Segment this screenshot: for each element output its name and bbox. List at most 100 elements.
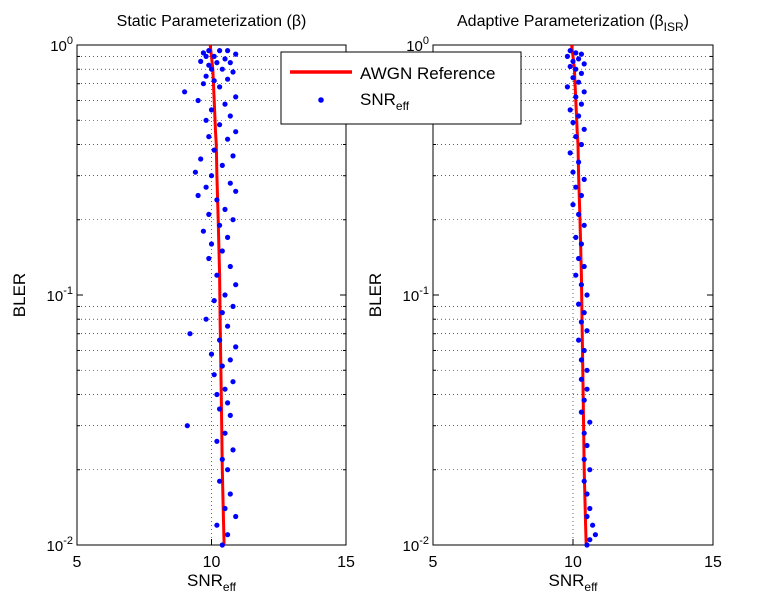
snr-eff-point (217, 48, 223, 54)
snr-eff-point (195, 97, 201, 104)
snr-eff-point (214, 438, 220, 444)
snr-eff-point (573, 134, 579, 140)
snr-eff-point (233, 188, 239, 194)
snr-eff-point (206, 48, 212, 54)
snr-eff-point (217, 337, 223, 343)
snr-eff-point (217, 122, 223, 128)
snr-eff-point (581, 222, 587, 228)
snr-eff-point (578, 409, 585, 415)
snr-eff-point (570, 169, 576, 175)
snr-eff-point (581, 310, 587, 316)
snr-eff-point (581, 430, 587, 436)
snr-eff-point (227, 60, 233, 66)
snr-eff-point (233, 129, 239, 135)
snr-eff-point (581, 176, 587, 182)
snr-eff-point (203, 316, 209, 322)
snr-eff-point (584, 513, 590, 520)
snr-eff-point (203, 73, 209, 79)
snr-eff-point (576, 211, 582, 217)
snr-eff-point (214, 272, 220, 278)
snr-eff-point (200, 50, 206, 56)
snr-eff-point (208, 241, 215, 247)
snr-eff-point (219, 162, 225, 168)
y-axis-label: BLER (10, 273, 29, 317)
snr-eff-point (592, 532, 599, 538)
snr-eff-point (206, 134, 212, 140)
y-tick-label: 10-1 (403, 285, 429, 305)
snr-eff-point (208, 173, 215, 179)
x-tick-label: 5 (73, 554, 82, 571)
snr-eff-point (198, 58, 204, 64)
snr-eff-point (576, 255, 582, 262)
snr-eff-point (584, 491, 590, 497)
y-axis-label: BLER (366, 273, 385, 317)
y-tick-label: 10-1 (47, 285, 73, 305)
chart-title: Adaptive Parameterization (βISR) (457, 13, 689, 34)
snr-eff-point (225, 234, 231, 240)
snr-eff-point (230, 379, 236, 385)
snr-eff-point (222, 56, 228, 62)
snr-eff-point (576, 79, 582, 85)
snr-eff-point (230, 69, 236, 75)
snr-eff-point (587, 419, 593, 425)
snr-eff-point (570, 202, 576, 208)
snr-eff-point (584, 328, 590, 334)
snr-eff-point (564, 84, 571, 90)
snr-eff-point (208, 66, 215, 72)
snr-eff-point (578, 376, 585, 382)
snr-eff-point (581, 126, 587, 132)
snr-eff-point (227, 113, 233, 119)
snr-eff-point (584, 442, 590, 449)
x-tick-label: 15 (337, 554, 355, 571)
snr-eff-point (587, 467, 593, 473)
snr-eff-point (567, 107, 573, 113)
snr-eff-point (233, 344, 239, 350)
snr-eff-point (222, 292, 228, 298)
snr-eff-point (217, 222, 223, 228)
snr-eff-point (573, 50, 579, 56)
snr-eff-point (233, 282, 239, 288)
snr-eff-point (573, 94, 579, 100)
snr-eff-point (567, 48, 573, 54)
snr-eff-point (211, 147, 217, 153)
snr-eff-point (187, 331, 193, 337)
snr-eff-point (581, 61, 587, 67)
snr-eff-point (219, 363, 225, 369)
legend-marker-swatch (318, 97, 324, 103)
snr-eff-point (570, 119, 576, 126)
snr-eff-point (225, 76, 231, 82)
y-tick-label: 100 (406, 35, 429, 55)
snr-eff-point (576, 56, 582, 62)
legend-marker-label: SNReff (360, 90, 410, 113)
plot-static-parameterization: 10-2 10-1 100 5 10 15 Static Parameterization … (10, 13, 355, 594)
snr-eff-point (225, 48, 231, 54)
snr-eff-point (581, 263, 587, 270)
snr-eff-point (214, 522, 220, 528)
snr-eff-point (584, 542, 590, 548)
snr-eff-point (227, 412, 233, 418)
snr-eff-point (203, 184, 209, 190)
snr-eff-point (206, 62, 212, 68)
snr-eff-point (230, 217, 236, 223)
y-tick-label: 100 (50, 35, 73, 55)
snr-eff-point (211, 298, 217, 304)
snr-eff-point (581, 456, 587, 462)
snr-eff-point (233, 94, 239, 100)
snr-eff-point (219, 542, 225, 548)
snr-eff-point (573, 272, 579, 278)
snr-eff-point (587, 537, 593, 543)
awgn-reference-line (570, 44, 588, 546)
plot-adaptive-parameterization: 10-2 10-1 100 5 10 15 Adaptive Parameterizatio… (366, 13, 722, 594)
snr-eff-point (222, 386, 228, 392)
snr-eff-point (573, 66, 579, 72)
snr-eff-point (184, 423, 190, 429)
snr-eff-point (225, 532, 231, 538)
snr-eff-point (578, 319, 585, 325)
snr-eff-point (564, 53, 571, 60)
snr-eff-point (227, 180, 233, 186)
snr-eff-point (227, 263, 233, 270)
snr-eff-point (227, 491, 233, 497)
snr-eff-point (225, 467, 231, 473)
snr-eff-point (584, 386, 590, 392)
